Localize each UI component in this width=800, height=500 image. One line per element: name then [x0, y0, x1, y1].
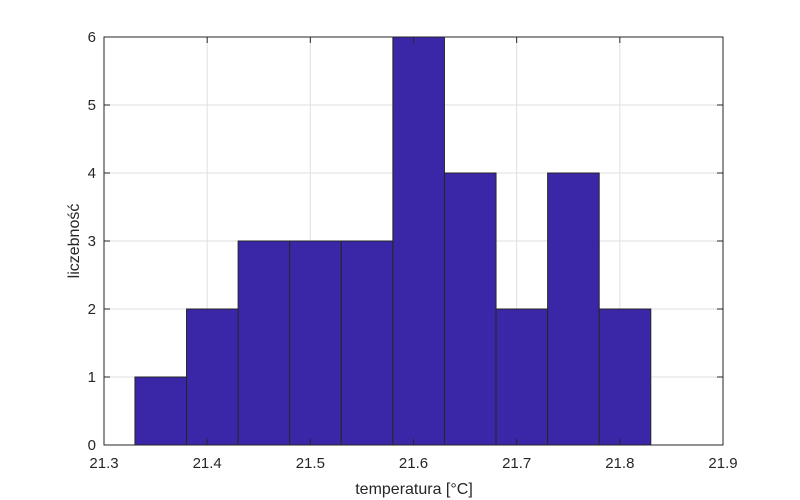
- histogram-bar: [598, 308, 652, 446]
- histogram-bar: [392, 36, 445, 446]
- x-tick-label: 21.8: [605, 455, 634, 472]
- y-tick-label: 3: [88, 233, 96, 250]
- x-tick-label: 21.4: [193, 455, 222, 472]
- y-axis-title: liczebność: [66, 204, 83, 279]
- x-tick-label: 21.9: [708, 455, 737, 472]
- histogram-bar: [495, 308, 549, 446]
- x-tick-label: 21.5: [296, 455, 325, 472]
- histogram-bar: [237, 240, 291, 446]
- histogram-bar: [443, 172, 497, 446]
- x-axis-title: temperatura [°C]: [355, 481, 473, 498]
- y-tick-label: 0: [88, 437, 96, 454]
- y-tick-label: 5: [88, 97, 96, 114]
- x-tick-label: 21.7: [502, 455, 531, 472]
- x-tick-label: 21.3: [89, 455, 118, 472]
- histogram-bar: [547, 172, 600, 446]
- bars-layer: [134, 36, 652, 446]
- ticks-layer: 21.3 21.4 21.5 21.6 21.7 21.8 21.9 0 1 2 3 4 5 6: [88, 29, 738, 472]
- histogram-bar: [289, 240, 342, 446]
- y-tick-label: 2: [88, 301, 96, 318]
- histogram-bar: [134, 376, 188, 446]
- y-tick-label: 1: [88, 369, 96, 386]
- y-tick-label: 4: [88, 165, 96, 182]
- histogram-bar: [340, 240, 394, 446]
- y-tick-label: 6: [88, 29, 96, 46]
- x-tick-label: 21.6: [399, 455, 428, 472]
- histogram-bar: [186, 308, 239, 446]
